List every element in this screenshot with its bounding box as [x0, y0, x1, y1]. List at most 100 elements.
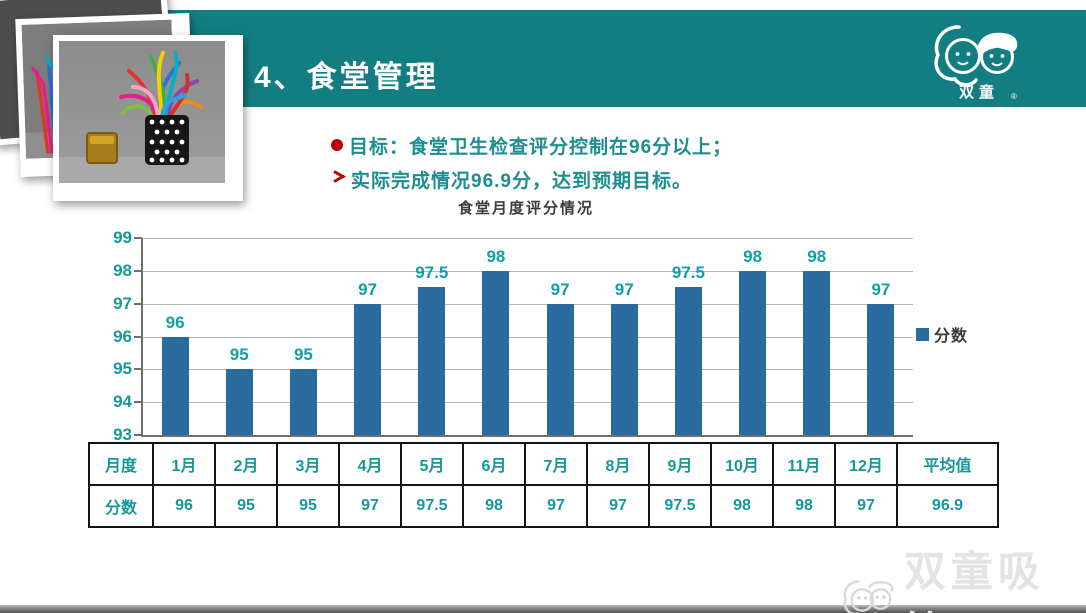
- bar-value-label: 96: [165, 312, 185, 332]
- straws-cup-image: [59, 41, 225, 183]
- table-cell: 6月: [462, 442, 526, 486]
- y-axis-label: 93: [113, 425, 132, 444]
- bar-value-label: 97: [358, 279, 378, 299]
- bar-column-2月: 95: [207, 238, 271, 435]
- bar-column-10月: 98: [721, 238, 785, 435]
- straws-photo-front: [53, 35, 243, 201]
- watermark-logo-icon: [843, 580, 894, 613]
- bar-column-7月: 97: [528, 238, 592, 435]
- chart-title: 食堂月度评分情况: [457, 200, 594, 217]
- score-bar: [482, 270, 510, 435]
- result-text: 实际完成情况96.9分，达到预期目标。: [351, 170, 692, 192]
- y-axis-label: 96: [113, 326, 132, 346]
- goal-text: 目标：食堂卫生检查评分控制在96分以上；: [349, 136, 733, 158]
- bar-value-label: 97: [871, 279, 891, 299]
- score-bar: [289, 369, 317, 435]
- axis-tick: [134, 269, 142, 272]
- table-cell: 3月: [276, 442, 340, 486]
- logo-text: 双童: [959, 83, 999, 101]
- bottom-bar: [0, 605, 1086, 613]
- table-cell: 10月: [710, 442, 774, 486]
- table-cell: 月度: [88, 442, 154, 486]
- table-cell: 97.5: [648, 484, 712, 528]
- score-bar: [354, 303, 382, 435]
- y-axis-label: 95: [113, 359, 132, 379]
- score-bar: [674, 287, 702, 435]
- arrow-bullet-icon: [331, 169, 347, 189]
- axis-tick: [134, 401, 142, 404]
- score-value-row: 分数 96 95 95 97 97.5 98 97 97 97.5 98 98 97 96.9: [88, 484, 999, 528]
- table-cell: 96: [152, 484, 216, 528]
- brand-logo: 双童 ®: [925, 13, 1037, 110]
- monthly-score-table: 月度 1月 2月 3月 4月 5月 6月 7月 8月 9月 10月 11月 12月 平均值 分数 96 95 95…: [88, 442, 999, 528]
- table-cell: 98: [462, 484, 526, 528]
- score-bar: [225, 369, 253, 435]
- axis-tick: [134, 434, 142, 436]
- footer-watermark: 双童吸管: [836, 538, 1086, 613]
- table-cell: 12月: [834, 442, 898, 486]
- score-bar: [867, 303, 895, 435]
- table-cell: 96.9: [896, 484, 999, 528]
- y-axis-label: 94: [113, 392, 132, 412]
- table-cell: 9月: [648, 442, 712, 486]
- bar-value-label: 98: [486, 246, 506, 266]
- table-cell: 11月: [772, 442, 836, 486]
- bar-column-3月: 95: [271, 238, 335, 435]
- table-cell: 97: [834, 484, 898, 528]
- table-cell: 97: [586, 484, 650, 528]
- table-cell: 5月: [400, 442, 464, 486]
- table-cell: 97: [338, 484, 402, 528]
- bar-value-label: 97.5: [415, 263, 449, 283]
- chart-plot-area: 96 95 95 97 97.5 98 97 97 97.5 98 98 97: [134, 237, 913, 437]
- bar-value-label: 95: [229, 345, 249, 365]
- table-cell: 98: [772, 484, 836, 528]
- axis-tick: [134, 335, 142, 338]
- bar-column-9月: 97.5: [656, 238, 720, 435]
- bar-column-12月: 97: [849, 238, 913, 435]
- bar-value-label: 98: [807, 246, 827, 266]
- table-cell: 4月: [338, 442, 402, 486]
- gridline: [143, 303, 913, 305]
- bar-value-label: 97: [614, 279, 634, 299]
- table-cell: 95: [276, 484, 340, 528]
- gridline: [143, 369, 913, 371]
- table-cell: 98: [710, 484, 774, 528]
- table-cell: 8月: [586, 442, 650, 486]
- bar-column-6月: 98: [464, 238, 528, 435]
- score-bar: [418, 287, 446, 435]
- bar-value-label: 95: [293, 345, 313, 365]
- bar-column-4月: 97: [336, 238, 400, 435]
- twin-children-logo-icon: 双童 ®: [934, 25, 1018, 101]
- table-cell: 平均值: [896, 442, 999, 486]
- chart-legend: 分数: [916, 322, 968, 346]
- bar-value-label: 97: [550, 279, 570, 299]
- table-cell: 95: [214, 484, 278, 528]
- bullet-dot-icon: [331, 139, 343, 151]
- table-cell: 1月: [152, 442, 216, 486]
- month-header-row: 月度 1月 2月 3月 4月 5月 6月 7月 8月 9月 10月 11月 12月 平均值: [88, 442, 999, 486]
- table-cell: 7月: [524, 442, 588, 486]
- goal-bullet-line: 目标：食堂卫生检查评分控制在96分以上；: [331, 128, 732, 162]
- bar-value-label: 98: [743, 246, 763, 266]
- table-cell: 分数: [88, 484, 154, 528]
- gridline: [143, 270, 913, 272]
- table-cell: 2月: [214, 442, 278, 486]
- gridline: [143, 402, 913, 404]
- watermark-text: 双童吸管: [903, 548, 1045, 613]
- bar-column-5月: 97.5: [400, 238, 464, 435]
- logo-registered-mark: ®: [1011, 92, 1017, 101]
- table-cell: 97.5: [400, 484, 464, 528]
- bar-column-8月: 97: [592, 238, 656, 435]
- bar-value-label: 97.5: [671, 263, 705, 283]
- gridline: [143, 238, 913, 239]
- axis-tick: [134, 368, 142, 371]
- score-bar: [161, 336, 189, 435]
- legend-label: 分数: [934, 328, 969, 345]
- result-bullet-line: 实际完成情况96.9分，达到预期目标。: [331, 162, 732, 196]
- page-title: 4、食堂管理: [254, 61, 439, 94]
- y-axis-label: 97: [113, 293, 132, 313]
- gridline: [143, 336, 913, 338]
- goal-bullets: 目标：食堂卫生检查评分控制在96分以上； 实际完成情况96.9分，达到预期目标。: [331, 128, 732, 196]
- score-bar: [803, 270, 831, 435]
